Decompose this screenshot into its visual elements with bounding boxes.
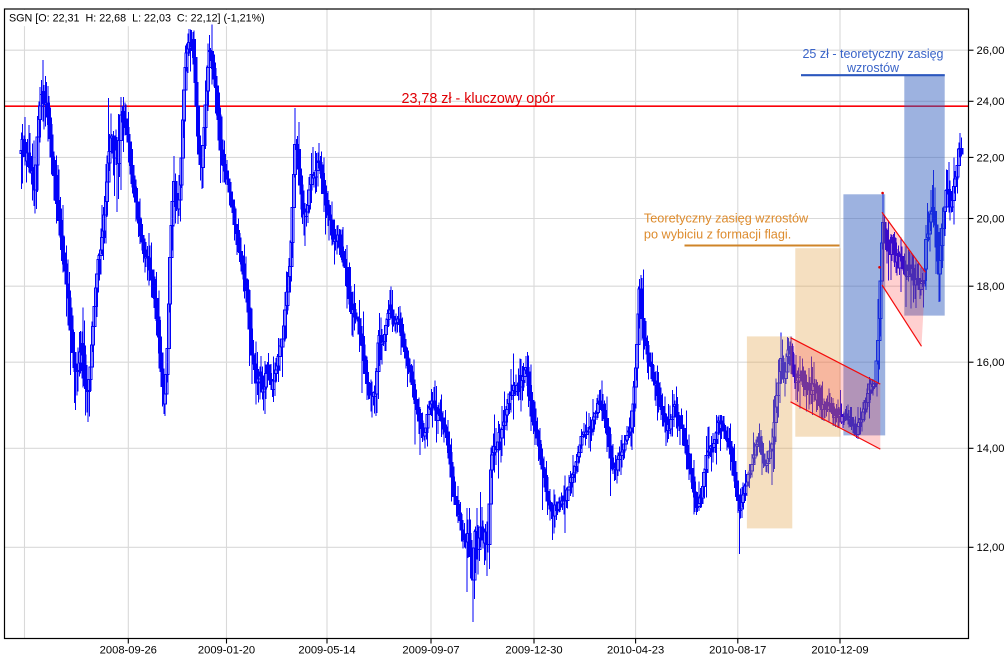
- svg-text:18,00: 18,00: [977, 281, 1005, 293]
- svg-text:2009-05-14: 2009-05-14: [298, 645, 355, 657]
- svg-text:2009-09-07: 2009-09-07: [402, 645, 459, 657]
- svg-text:2009-12-30: 2009-12-30: [505, 645, 562, 657]
- svg-text:SGN [O: 22,31 H: 22,68 L: 22: SGN [O: 22,31 H: 22,68 L: 22,03 C: 22,12…: [9, 12, 265, 24]
- svg-text:20,00: 20,00: [977, 213, 1005, 225]
- svg-text:12,00: 12,00: [977, 542, 1005, 554]
- svg-text:2010-08-17: 2010-08-17: [709, 645, 766, 657]
- svg-text:23,78 zł - kluczowy opór: 23,78 zł - kluczowy opór: [402, 91, 556, 107]
- svg-text:16,00: 16,00: [977, 357, 1005, 369]
- svg-text:2009-01-20: 2009-01-20: [198, 645, 255, 657]
- svg-text:2010-04-23: 2010-04-23: [607, 645, 664, 657]
- svg-text:22,00: 22,00: [977, 152, 1005, 164]
- svg-text:26,00: 26,00: [977, 45, 1005, 57]
- svg-text:2010-12-09: 2010-12-09: [811, 645, 868, 657]
- svg-text:25 zł - teoretyczny zasięg: 25 zł - teoretyczny zasięg: [802, 47, 943, 61]
- svg-text:14,00: 14,00: [977, 443, 1005, 455]
- svg-text:2008-09-26: 2008-09-26: [100, 645, 157, 657]
- svg-text:Teoretyczny zasięg wzrostów: Teoretyczny zasięg wzrostów: [644, 212, 809, 226]
- svg-text:wzrostów: wzrostów: [846, 61, 900, 75]
- svg-text:24,00: 24,00: [977, 96, 1005, 108]
- svg-text:po wybiciu z formacji flagi.: po wybiciu z formacji flagi.: [644, 227, 791, 241]
